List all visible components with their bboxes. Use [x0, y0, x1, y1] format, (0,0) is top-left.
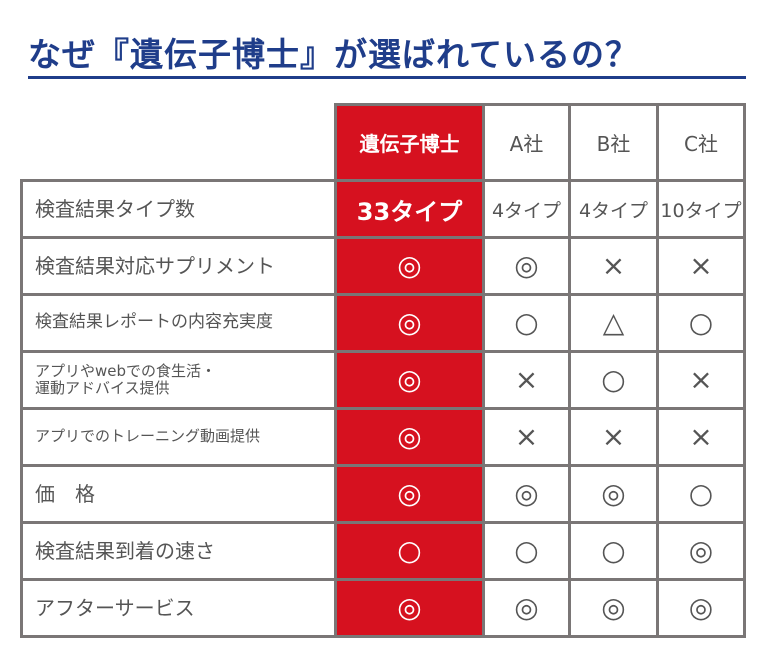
rating-mark: ○: [601, 363, 626, 396]
row-label: アプリでのトレーニング動画提供: [20, 407, 337, 467]
c-value: 10タイプ: [656, 179, 746, 239]
rating-mark: ×: [514, 363, 539, 396]
b-value: 4タイプ: [568, 179, 659, 239]
rating-mark: ◎: [688, 591, 714, 624]
header-empty-cell: [22, 105, 336, 181]
header-row: 遺伝子博士 A社 B社 C社: [22, 103, 746, 182]
column-header-brand: 遺伝子博士: [334, 103, 485, 182]
table-row: 検査結果到着の速さ ○ ○ ○ ◎: [20, 521, 746, 581]
row-label: 検査結果対応サプリメント: [20, 236, 337, 296]
rating-mark: ○: [514, 306, 539, 339]
table-row: アプリやwebでの食生活・ 運動アドバイス提供 ◎ × ○ ×: [20, 350, 746, 410]
rating-mark: ○: [397, 534, 422, 567]
rating-mark: ○: [514, 534, 539, 567]
rating-mark: △: [602, 306, 625, 339]
rating-mark: ○: [688, 306, 714, 339]
row-label: 価 格: [20, 464, 337, 524]
row-label-line-1: アプリやwebでの食生活・: [35, 361, 217, 380]
rating-mark: ×: [601, 420, 626, 453]
comparison-table: 遺伝子博士 A社 B社 C社 検査結果タイプ数 33タイプ 4タイプ 4タイプ …: [20, 103, 746, 638]
table-row: 検査結果対応サプリメント ◎ ◎ × ×: [20, 236, 746, 296]
rating-mark: ◎: [601, 591, 626, 624]
row-label: アプリやwebでの食生活・ 運動アドバイス提供: [20, 350, 337, 410]
rating-mark: ◎: [397, 249, 422, 282]
rating-mark: ◎: [397, 363, 422, 396]
rating-mark: ◎: [688, 534, 714, 567]
rating-mark: ◎: [514, 591, 539, 624]
row-label: 検査結果到着の速さ: [20, 521, 337, 581]
rating-mark: ○: [601, 534, 626, 567]
row-label: 検査結果タイプ数: [20, 179, 337, 239]
rating-mark: ×: [689, 249, 713, 282]
page-title: なぜ『遺伝子博士』が選ばれているの？: [28, 35, 640, 74]
rating-mark: ◎: [397, 477, 422, 510]
column-header-c: C社: [656, 103, 746, 182]
table-row: 価 格 ◎ ◎ ◎ ○: [20, 464, 746, 524]
rating-mark: ◎: [514, 477, 539, 510]
table-row: 検査結果タイプ数 33タイプ 4タイプ 4タイプ 10タイプ: [20, 179, 746, 239]
rating-mark: ×: [689, 420, 713, 453]
a-value: 4タイプ: [482, 179, 571, 239]
column-header-a: A社: [482, 103, 571, 182]
rating-mark: ◎: [397, 306, 422, 339]
brand-value: 33タイプ: [334, 179, 485, 239]
table-row: アフターサービス ◎ ◎ ◎ ◎: [20, 578, 746, 638]
row-label-line-2: 運動アドバイス提供: [35, 379, 170, 397]
row-label: 検査結果レポートの内容充実度: [20, 293, 337, 353]
column-header-b: B社: [568, 103, 659, 182]
title-underline: [28, 76, 746, 79]
rating-mark: ×: [601, 249, 626, 282]
table-row: アプリでのトレーニング動画提供 ◎ × × ×: [20, 407, 746, 467]
rating-mark: ×: [689, 363, 713, 396]
row-label: アフターサービス: [20, 578, 337, 638]
rating-mark: ◎: [601, 477, 626, 510]
rating-mark: ×: [514, 420, 539, 453]
rating-mark: ◎: [514, 249, 539, 282]
rating-mark: ○: [688, 477, 714, 510]
rating-mark: ◎: [397, 591, 422, 624]
table-row: 検査結果レポートの内容充実度 ◎ ○ △ ○: [20, 293, 746, 353]
rating-mark: ◎: [397, 420, 422, 453]
